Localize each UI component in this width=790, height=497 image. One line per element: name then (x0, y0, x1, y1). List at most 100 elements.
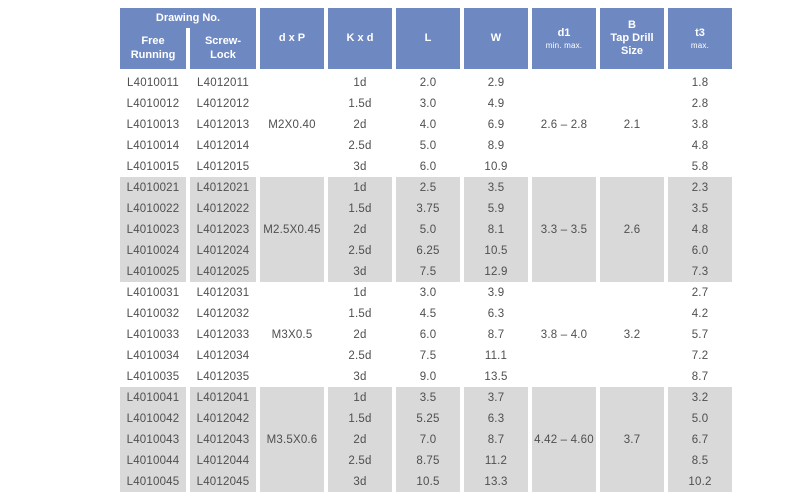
cell-free-running: L4010033 (126, 328, 180, 341)
cell-screw-lock: L4012033 (196, 328, 250, 341)
cell-t3: 4.8 (691, 139, 709, 152)
cell-length: 2.5 (396, 177, 460, 198)
cell-length: 4.0 (419, 118, 437, 131)
header-t3-label: t3 (695, 26, 705, 39)
header-tap-drill-label: B Tap Drill Size (610, 18, 654, 58)
cell-free-running: L4010043 (120, 429, 186, 450)
cell-width: 3.7 (464, 387, 528, 408)
cell-length: 3.75 (396, 198, 460, 219)
cell-screw-lock: L4012022 (190, 198, 256, 219)
cell-screw-lock: L4012012 (196, 97, 250, 110)
cell-free-running: L4010013 (126, 118, 180, 131)
cell-length: 7.5 (396, 261, 460, 282)
header-length-label: L (424, 31, 432, 44)
cell-length: 3.0 (419, 97, 437, 110)
cell-tap-drill: 2.6 (600, 177, 664, 282)
cell-kxd: 2d (353, 118, 367, 131)
cell-d1: 3.8 – 4.0 (540, 328, 588, 341)
cell-t3: 5.7 (691, 328, 709, 341)
cell-kxd: 1d (328, 177, 392, 198)
header-t3-sublabel: max. (690, 40, 710, 50)
header-width: W (464, 8, 528, 69)
cell-width: 10.9 (484, 160, 508, 173)
cell-free-running: L4010031 (126, 286, 180, 299)
cell-free-running: L4010032 (126, 307, 180, 320)
cell-t3: 3.2 (668, 387, 732, 408)
cell-kxd: 1d (328, 387, 392, 408)
header-dxp: d x P (260, 8, 324, 69)
cell-screw-lock: L4012043 (190, 429, 256, 450)
cell-t3: 6.0 (668, 240, 732, 261)
cell-length: 4.5 (419, 307, 437, 320)
cell-free-running: L4010044 (120, 450, 186, 471)
cell-length: 6.0 (419, 160, 437, 173)
cell-t3: 7.2 (691, 349, 709, 362)
cell-d1: 2.6 – 2.8 (540, 118, 588, 131)
cell-kxd: 2d (353, 328, 367, 341)
cell-width: 12.9 (464, 261, 528, 282)
cell-t3: 3.8 (691, 118, 709, 131)
cell-width: 10.5 (464, 240, 528, 261)
spec-table: Drawing No. Free Running Screw- Lock d x… (120, 8, 732, 492)
cell-length: 10.5 (396, 471, 460, 492)
cell-width: 13.3 (464, 471, 528, 492)
cell-dxp: M3X0.5 (271, 328, 313, 341)
header-drawing-no: Drawing No. (120, 8, 256, 28)
cell-t3: 6.7 (668, 429, 732, 450)
cell-tap-drill: 2.1 (623, 118, 641, 131)
header-length: L (396, 8, 460, 69)
cell-kxd: 2.5d (328, 240, 392, 261)
cell-t3: 8.5 (668, 450, 732, 471)
cell-free-running: L4010034 (126, 349, 180, 362)
header-d1-label: d1 (557, 26, 571, 39)
cell-t3: 2.3 (668, 177, 732, 198)
cell-screw-lock: L4012011 (197, 76, 249, 89)
header-free-running: Free Running (120, 28, 186, 69)
cell-kxd: 1.5d (328, 198, 392, 219)
cell-kxd: 2d (328, 429, 392, 450)
header-width-label: W (490, 31, 502, 44)
cell-t3: 4.2 (691, 307, 709, 320)
cell-kxd: 2.5d (348, 349, 372, 362)
cell-free-running: L4010042 (120, 408, 186, 429)
cell-width: 6.3 (487, 307, 505, 320)
cell-screw-lock: L4012035 (196, 370, 250, 383)
cell-length: 6.25 (396, 240, 460, 261)
cell-dxp: M3.5X0.6 (260, 387, 324, 492)
cell-kxd: 1.5d (348, 97, 372, 110)
cell-screw-lock: L4012042 (190, 408, 256, 429)
cell-dxp: M2.5X0.45 (260, 177, 324, 282)
cell-free-running: L4010025 (120, 261, 186, 282)
cell-width: 2.9 (487, 76, 505, 89)
cell-free-running: L4010041 (120, 387, 186, 408)
cell-free-running: L4010045 (120, 471, 186, 492)
cell-free-running: L4010012 (126, 97, 180, 110)
cell-t3: 5.8 (691, 160, 709, 173)
cell-screw-lock: L4012041 (190, 387, 256, 408)
cell-screw-lock: L4012021 (190, 177, 256, 198)
cell-t3: 7.3 (668, 261, 732, 282)
cell-width: 3.9 (487, 286, 505, 299)
cell-length: 7.5 (419, 349, 437, 362)
cell-t3: 8.7 (691, 370, 709, 383)
cell-width: 6.9 (487, 118, 505, 131)
cell-width: 4.9 (487, 97, 505, 110)
header-drawing-no-group: Drawing No. Free Running Screw- Lock (120, 8, 256, 69)
cell-width: 8.7 (464, 429, 528, 450)
cell-screw-lock: L4012031 (196, 286, 250, 299)
header-kxd-label: K x d (346, 31, 374, 44)
cell-free-running: L4010035 (126, 370, 180, 383)
cell-dxp: M2X0.40 (268, 118, 316, 131)
cell-free-running: L4010023 (120, 219, 186, 240)
cell-length: 3.5 (396, 387, 460, 408)
cell-width: 6.3 (464, 408, 528, 429)
header-d1: d1 min. max. (532, 8, 596, 69)
cell-t3: 10.2 (668, 471, 732, 492)
cell-kxd: 1.5d (348, 307, 372, 320)
cell-width: 8.1 (464, 219, 528, 240)
cell-length: 2.0 (419, 76, 437, 89)
cell-kxd: 1d (353, 76, 367, 89)
cell-length: 5.25 (396, 408, 460, 429)
cell-screw-lock: L4012032 (196, 307, 250, 320)
